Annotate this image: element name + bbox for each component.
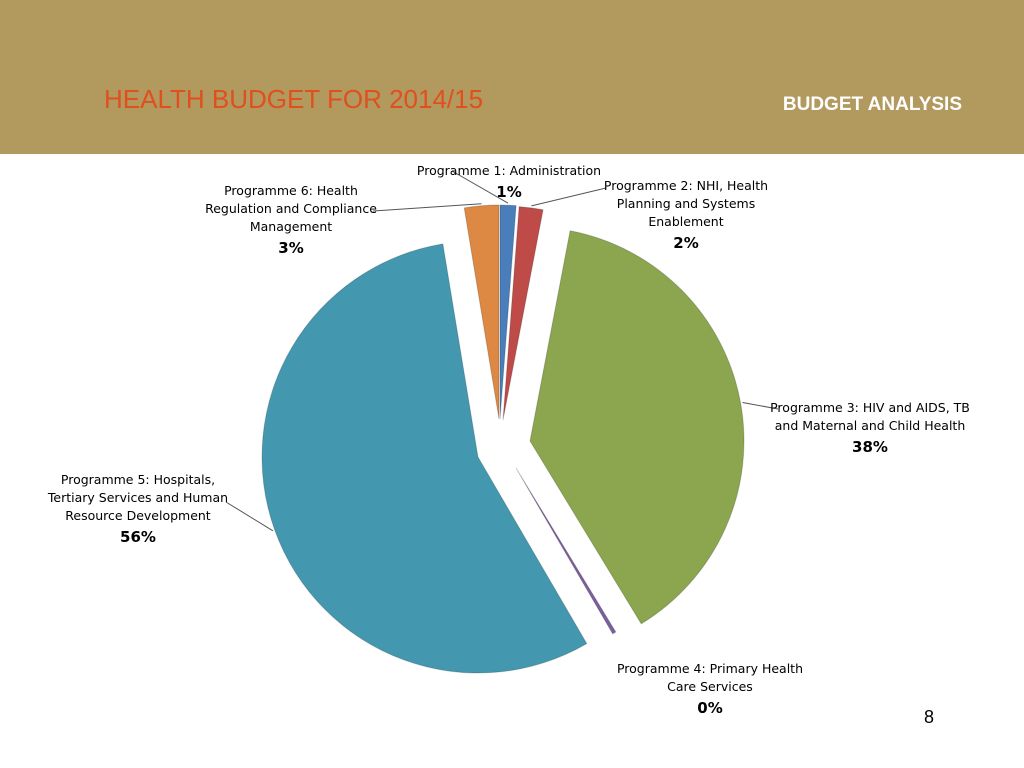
- slice-label-line: Programme 4: Primary Health: [617, 661, 803, 676]
- page-number: 8: [924, 707, 935, 727]
- section-label: BUDGET ANALYSIS: [782, 94, 962, 115]
- slice-percent-programme-6: 3%: [278, 239, 303, 257]
- slice-percent-programme-3: 38%: [852, 438, 888, 456]
- slice-percent-programme-2: 2%: [673, 234, 698, 252]
- leader-lines: [225, 170, 779, 532]
- slice-label-programme-2: Programme 2: NHI, Health Planning and Sys…: [604, 178, 768, 229]
- leader-line-programme-2: [531, 187, 607, 207]
- slice-label-line: Programme 5: Hospitals,: [61, 472, 215, 487]
- slice-label-line: Resource Development: [65, 508, 211, 523]
- pie-slice-programme-4: [515, 467, 617, 635]
- pie-slice-programme-2: [502, 206, 544, 421]
- leader-line-programme-1: [451, 170, 509, 204]
- pie-slice-programme-3: [529, 230, 745, 625]
- slice-label-line: Enablement: [648, 214, 723, 229]
- slice-label-line: Regulation and Compliance: [205, 201, 377, 216]
- slice-label-line: Programme 2: NHI, Health: [604, 178, 768, 193]
- slice-labels: Programme 1: Administration 1% Programme 2…: [47, 163, 970, 717]
- pie-slices: [261, 204, 745, 674]
- slice-label-programme-5: Programme 5: Hospitals, Tertiary Services…: [47, 472, 228, 523]
- slide-title: HEALTH BUDGET FOR 2014/15: [104, 84, 484, 114]
- slice-percent-programme-5: 56%: [120, 528, 156, 546]
- leader-line-programme-5: [225, 501, 274, 532]
- slice-percent-programme-4: 0%: [697, 699, 722, 717]
- slice-label-line: Tertiary Services and Human: [47, 490, 228, 505]
- slice-label-programme-1: Programme 1: Administration: [417, 163, 601, 178]
- slice-label-line: Programme 1: Administration: [417, 163, 601, 178]
- slice-label-line: and Maternal and Child Health: [775, 418, 966, 433]
- slice-label-line: Programme 6: Health: [224, 183, 358, 198]
- slice-label-line: Care Services: [667, 679, 753, 694]
- pie-slice-programme-6: [463, 204, 500, 420]
- pie-slice-programme-1: [499, 204, 517, 420]
- leader-line-programme-6: [372, 203, 482, 212]
- slice-percent-programme-1: 1%: [496, 183, 521, 201]
- slice-label-line: Planning and Systems: [617, 196, 755, 211]
- slice-label-line: Management: [250, 219, 332, 234]
- pie-slice-programme-5: [261, 243, 588, 674]
- slice-label-programme-3: Programme 3: HIV and AIDS, TB and Materna…: [770, 400, 970, 433]
- slice-label-programme-4: Programme 4: Primary Health Care Services: [617, 661, 803, 694]
- leader-line-programme-3: [742, 402, 779, 410]
- slice-label-programme-6: Programme 6: Health Regulation and Compli…: [205, 183, 377, 234]
- header-band: [0, 0, 1024, 154]
- slice-label-line: Programme 3: HIV and AIDS, TB: [770, 400, 970, 415]
- budget-pie-chart: Programme 1: Administration 1% Programme 2…: [47, 163, 970, 717]
